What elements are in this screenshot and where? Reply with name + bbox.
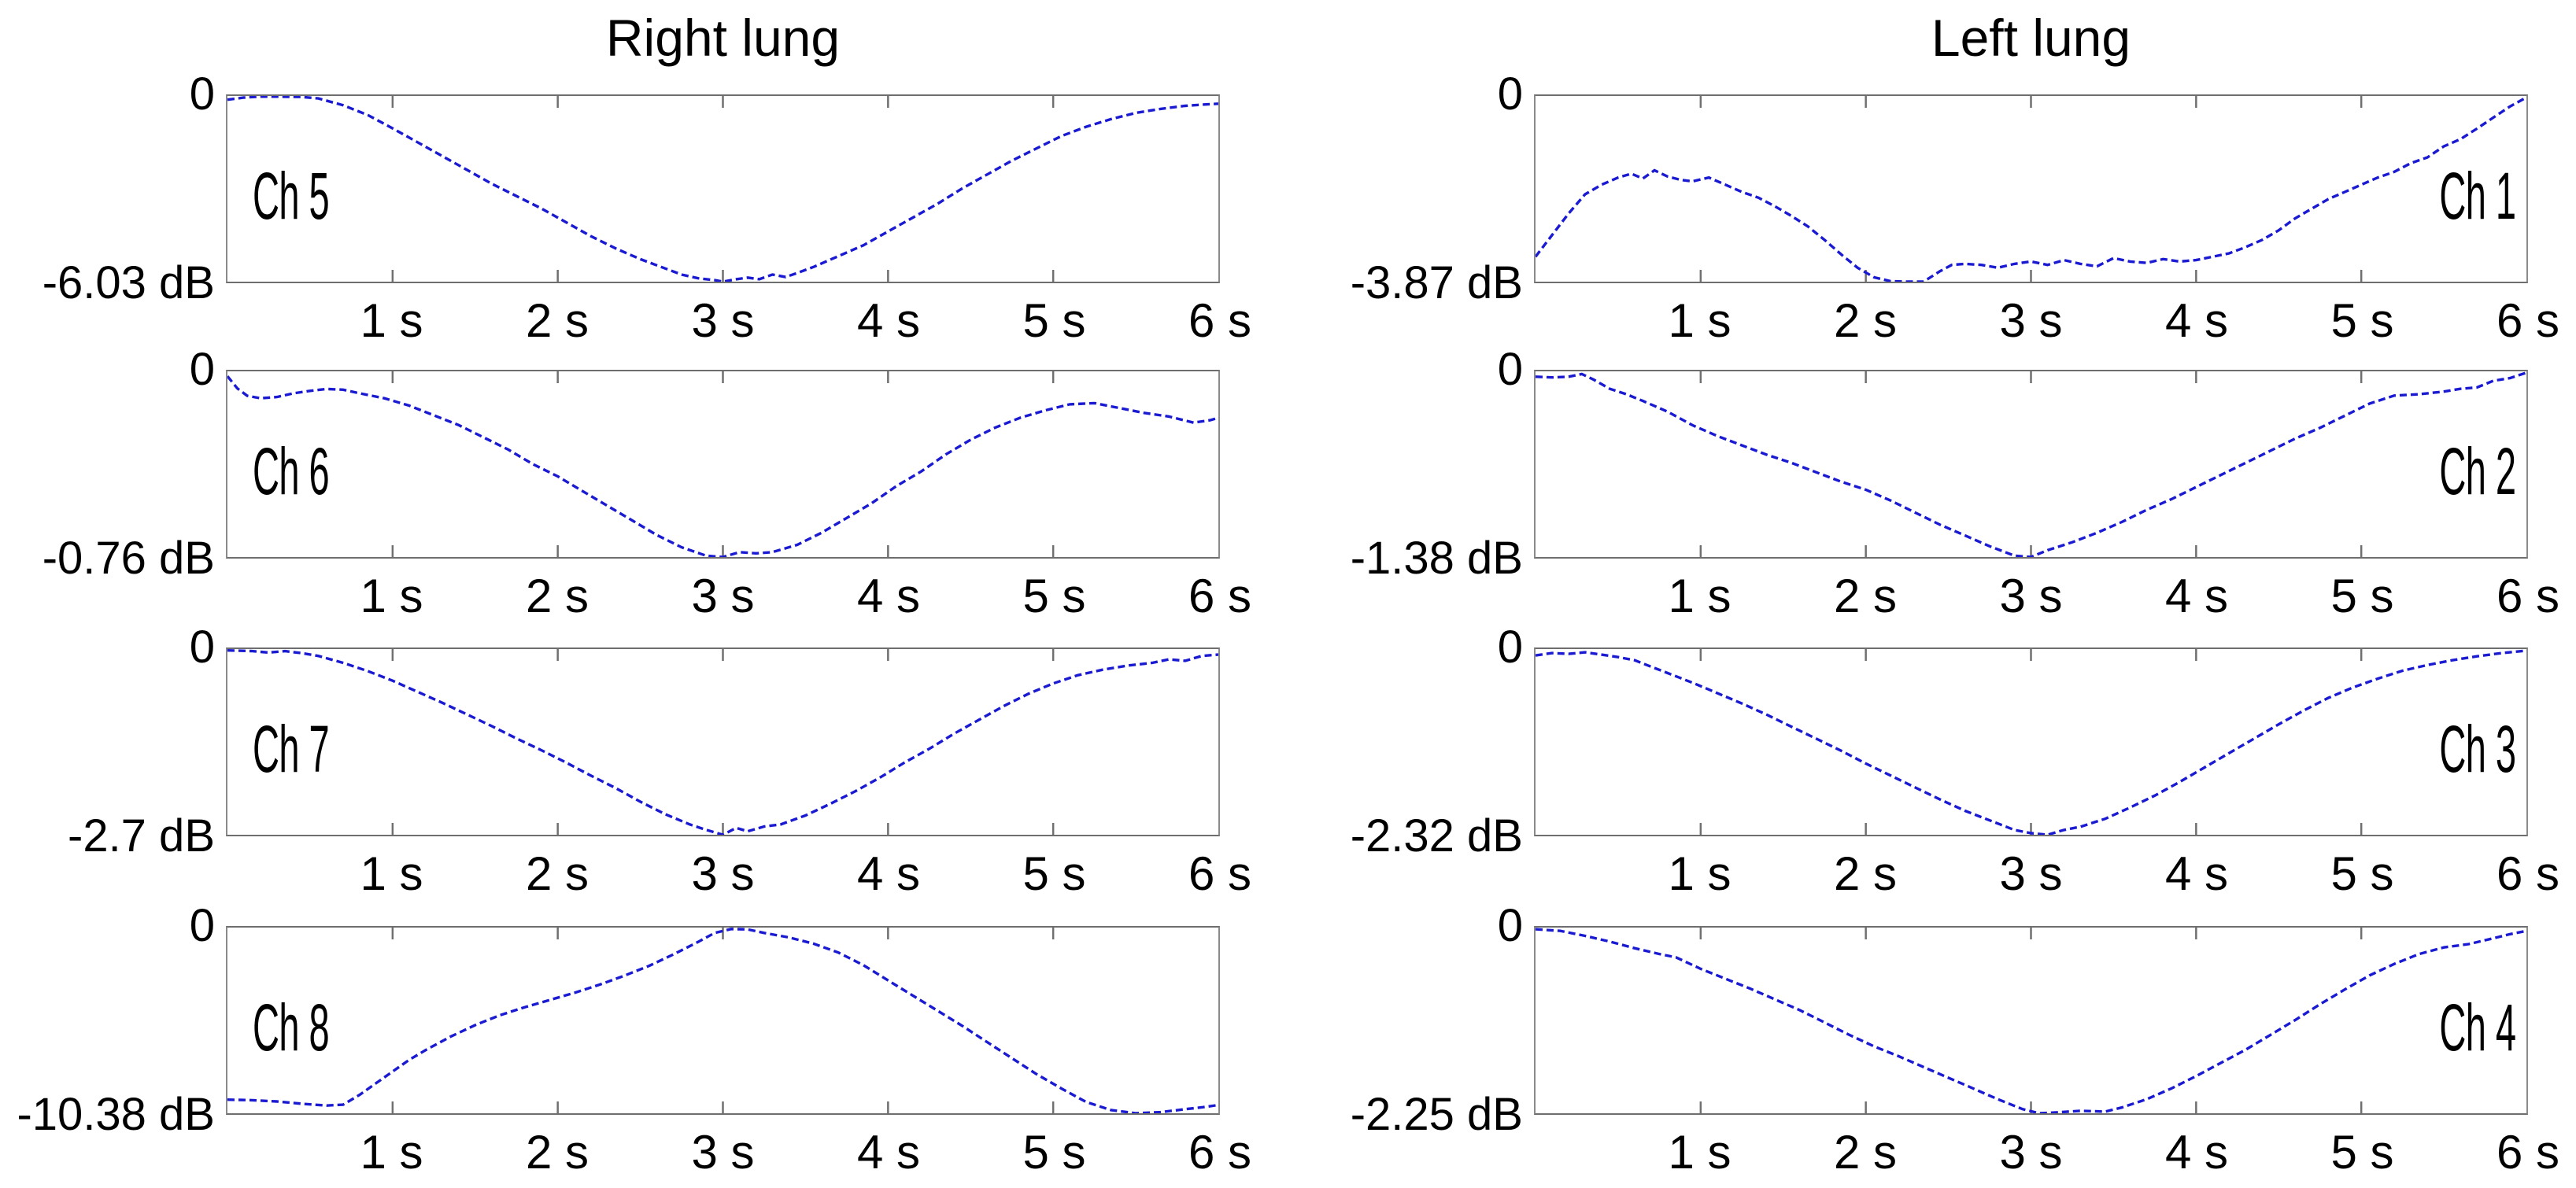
x-tick-label: 5 s: [1022, 847, 1086, 900]
x-tick-label: 1 s: [360, 570, 423, 622]
x-tick-label: 5 s: [2330, 847, 2394, 900]
x-tick-label: 3 s: [1999, 570, 2063, 622]
x-tick-label: 6 s: [2496, 294, 2560, 347]
y-axis-zero-label-ch-6: 0: [189, 344, 215, 395]
x-tick-label: 3 s: [691, 847, 755, 900]
x-tick-label: 4 s: [2164, 1126, 2229, 1179]
channel-label-ch-2: Ch 2: [2438, 434, 2516, 508]
plot-canvas: [1536, 371, 2526, 557]
y-axis-min-label-ch-4: -2.25 dB: [1350, 1089, 1523, 1140]
y-axis-zero-label-ch-8: 0: [189, 900, 215, 951]
plot-canvas: [1536, 96, 2526, 282]
x-tick-label: 3 s: [691, 1126, 755, 1179]
plot-canvas: [1536, 928, 2526, 1113]
y-axis-zero-label-ch-4: 0: [1497, 900, 1523, 951]
signal-trace-ch-6: [227, 375, 1218, 557]
channel-label-ch-8: Ch 8: [253, 991, 330, 1064]
signal-trace-ch-4: [1536, 928, 2526, 1113]
x-tick-label: 2 s: [525, 570, 589, 622]
x-tick-label: 6 s: [1188, 294, 1252, 347]
x-tick-label: 5 s: [2330, 294, 2394, 347]
x-tick-label: 1 s: [1668, 847, 1732, 900]
y-axis-zero-label-ch-3: 0: [1497, 622, 1523, 673]
plot-frame-ch-7: Ch 7: [226, 647, 1220, 836]
channel-label-ch-6: Ch 6: [253, 434, 330, 508]
channel-label-ch-5: Ch 5: [253, 159, 330, 233]
y-axis-zero-label-ch-1: 0: [1497, 68, 1523, 120]
x-tick-label: 5 s: [2330, 1126, 2394, 1179]
y-axis-min-label-ch-6: -0.76 dB: [42, 533, 215, 584]
x-tick-label: 4 s: [856, 294, 921, 347]
plot-frame-ch-8: Ch 8: [226, 926, 1220, 1115]
channel-label-ch-1: Ch 1: [2438, 159, 2516, 233]
x-tick-label: 4 s: [856, 570, 921, 622]
plot-canvas: [227, 96, 1218, 282]
x-tick-label: 4 s: [856, 847, 921, 900]
x-tick-label: 4 s: [856, 1126, 921, 1179]
y-axis-zero-label-ch-7: 0: [189, 622, 215, 673]
x-tick-label: 1 s: [1668, 294, 1732, 347]
x-tick-label: 2 s: [525, 847, 589, 900]
plot-frame-ch-1: Ch 1: [1534, 94, 2528, 283]
x-tick-label: 3 s: [691, 294, 755, 347]
plot-frame-ch-6: Ch 6: [226, 370, 1220, 559]
signal-trace-ch-7: [227, 649, 1218, 835]
channel-label-ch-4: Ch 4: [2438, 991, 2516, 1064]
y-axis-zero-label-ch-2: 0: [1497, 344, 1523, 395]
x-tick-label: 6 s: [2496, 1126, 2560, 1179]
x-tick-label: 2 s: [525, 294, 589, 347]
y-axis-min-label-ch-1: -3.87 dB: [1350, 257, 1523, 308]
x-tick-label: 1 s: [360, 1126, 423, 1179]
x-tick-label: 6 s: [1188, 847, 1252, 900]
plot-canvas: [227, 928, 1218, 1113]
signal-trace-ch-8: [227, 928, 1218, 1113]
x-tick-label: 4 s: [2164, 294, 2229, 347]
x-tick-label: 1 s: [360, 847, 423, 900]
y-axis-min-label-ch-8: -10.38 dB: [17, 1089, 215, 1140]
x-tick-label: 6 s: [1188, 570, 1252, 622]
y-axis-min-label-ch-7: -2.7 dB: [68, 810, 215, 861]
plot-canvas: [227, 371, 1218, 557]
y-axis-min-label-ch-2: -1.38 dB: [1350, 533, 1523, 584]
x-tick-label: 5 s: [1022, 1126, 1086, 1179]
panel-title-right-lung: Right lung: [605, 9, 841, 67]
x-tick-label: 4 s: [2164, 570, 2229, 622]
x-tick-label: 6 s: [2496, 847, 2560, 900]
x-tick-label: 5 s: [2330, 570, 2394, 622]
plot-canvas: [1536, 649, 2526, 835]
x-tick-label: 2 s: [1833, 294, 1898, 347]
x-tick-label: 1 s: [1668, 1126, 1732, 1179]
x-tick-label: 3 s: [1999, 847, 2063, 900]
y-axis-min-label-ch-3: -2.32 dB: [1350, 810, 1523, 861]
signal-trace-ch-5: [227, 96, 1218, 282]
x-tick-label: 4 s: [2164, 847, 2229, 900]
panel-title-left-lung: Left lung: [1931, 9, 2131, 67]
plot-frame-ch-4: Ch 4: [1534, 926, 2528, 1115]
x-tick-label: 3 s: [1999, 294, 2063, 347]
signal-trace-ch-1: [1536, 96, 2526, 282]
x-tick-label: 2 s: [1833, 847, 1898, 900]
x-tick-label: 5 s: [1022, 294, 1086, 347]
plot-canvas: [227, 649, 1218, 835]
x-tick-label: 3 s: [1999, 1126, 2063, 1179]
x-tick-label: 6 s: [1188, 1126, 1252, 1179]
x-tick-label: 2 s: [1833, 1126, 1898, 1179]
x-tick-label: 6 s: [2496, 570, 2560, 622]
channel-label-ch-7: Ch 7: [253, 712, 330, 786]
plot-frame-ch-5: Ch 5: [226, 94, 1220, 283]
signal-trace-ch-3: [1536, 649, 2526, 835]
y-axis-zero-label-ch-5: 0: [189, 68, 215, 120]
x-tick-label: 5 s: [1022, 570, 1086, 622]
channel-label-ch-3: Ch 3: [2438, 712, 2516, 786]
x-tick-label: 2 s: [525, 1126, 589, 1179]
y-axis-min-label-ch-5: -6.03 dB: [42, 257, 215, 308]
x-tick-label: 2 s: [1833, 570, 1898, 622]
plot-frame-ch-3: Ch 3: [1534, 647, 2528, 836]
x-tick-label: 1 s: [360, 294, 423, 347]
signal-trace-ch-2: [1536, 371, 2526, 557]
x-tick-label: 3 s: [691, 570, 755, 622]
plot-frame-ch-2: Ch 2: [1534, 370, 2528, 559]
x-tick-label: 1 s: [1668, 570, 1732, 622]
